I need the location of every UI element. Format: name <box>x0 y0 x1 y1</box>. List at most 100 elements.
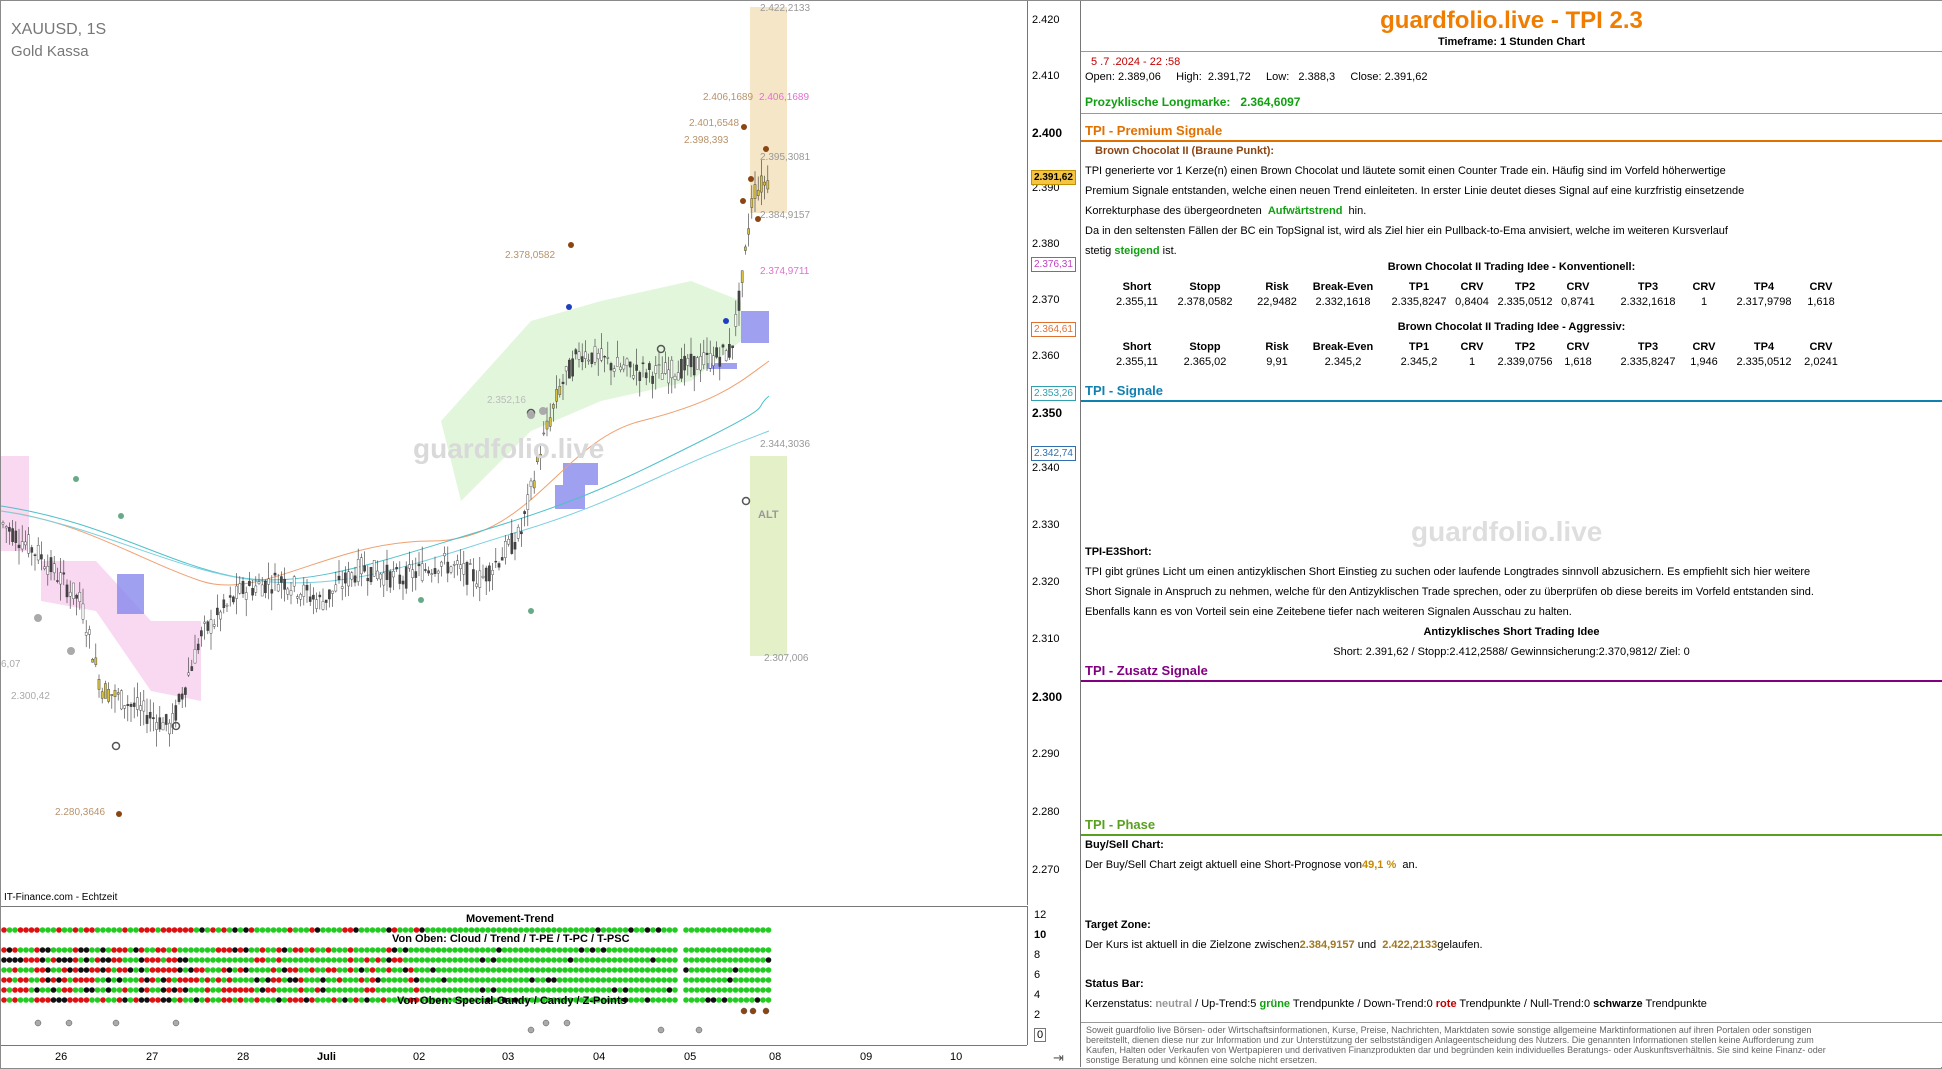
trend-dot <box>694 927 700 933</box>
trend-dot <box>727 947 733 953</box>
trend-dot <box>199 977 205 983</box>
timeframe-label: Timeframe: 1 Stunden Chart <box>1437 36 1586 48</box>
trend-dot <box>507 947 513 953</box>
candle-body <box>427 570 430 574</box>
trend-dot <box>474 957 480 963</box>
trend-dot <box>78 997 84 1003</box>
trend-dot <box>138 987 145 993</box>
trend-dot <box>468 967 475 973</box>
trend-dot <box>45 977 51 983</box>
trend-dot <box>628 977 634 983</box>
trend-dot <box>518 947 524 953</box>
table-cell: 1 <box>1700 296 1708 308</box>
table-header-cell: CRV <box>1809 341 1833 353</box>
trend-dot <box>375 987 381 993</box>
phase-underline <box>1081 834 1942 836</box>
candy-dot <box>172 1019 180 1027</box>
aggressiv-table: Short Stopp Risk Break-Even TP1 CRV TP2 CRV TP3 C… <box>1081 341 1942 371</box>
trend-dot <box>600 967 607 973</box>
trend-dot <box>325 977 332 983</box>
trend-dot <box>760 997 766 1003</box>
trend-dot <box>705 957 711 963</box>
trend-dot <box>633 997 640 1003</box>
x-tick: 02 <box>413 1051 426 1063</box>
trend-dot <box>292 947 299 953</box>
trend-dot <box>518 957 524 963</box>
close-value: Close: 2.391,62 <box>1350 71 1428 83</box>
trend-dot <box>573 967 579 973</box>
price-axis[interactable]: 2.420 2.410 2.400 2.390 2.380 2.370 2.36… <box>1028 1 1078 905</box>
trend-dot <box>424 927 431 933</box>
signal-dot <box>527 411 535 419</box>
trend-dot <box>534 987 541 993</box>
signal-dot <box>755 216 761 222</box>
trend-dot <box>397 967 403 973</box>
x-tick: 05 <box>684 1051 697 1063</box>
trend-dot <box>694 997 700 1003</box>
candle-body <box>411 569 414 579</box>
trend-dot <box>292 967 299 973</box>
indicator-panel[interactable]: Movement-Trend Von Oben: Cloud / Trend /… <box>1 906 1028 1045</box>
candle-body <box>667 369 670 384</box>
candle-body <box>190 666 194 671</box>
trend-dot <box>441 997 447 1003</box>
ema-line <box>1 360 770 586</box>
trend-dot <box>600 977 607 983</box>
trend-dot <box>452 947 458 953</box>
candle-body <box>20 541 24 550</box>
trend-dot <box>287 947 293 953</box>
trend-dot <box>496 957 502 963</box>
trend-dot <box>622 927 629 933</box>
trend-dot <box>479 977 486 983</box>
status-black: schwarze <box>1593 998 1643 1010</box>
trend-dot <box>683 977 689 983</box>
trend-dot <box>441 977 447 983</box>
trend-dot <box>474 947 480 953</box>
trend-dot <box>644 947 651 953</box>
trend-dot <box>34 927 40 933</box>
trend-dot <box>386 927 392 933</box>
price-chart[interactable]: XAUUSD, 1S Gold Kassa guardfolio.live IT… <box>1 1 1028 905</box>
trend-dot <box>391 967 398 973</box>
trend-dot <box>611 927 618 933</box>
trend-dot <box>232 947 238 953</box>
trend-dot <box>221 927 227 933</box>
trend-dot <box>584 957 590 963</box>
trend-dot <box>551 927 557 933</box>
trend-dot <box>556 987 563 993</box>
ind-tick: 4 <box>1034 989 1041 1001</box>
candle-body <box>360 557 363 575</box>
trend-dot <box>353 927 359 933</box>
trend-dot <box>683 987 689 993</box>
trend-dot <box>573 987 579 993</box>
chart-canvas[interactable] <box>1 1 1027 905</box>
candle-body <box>260 584 264 597</box>
scroll-to-end-icon[interactable]: ⇥ <box>1053 1050 1064 1065</box>
trend-dot <box>672 957 678 963</box>
time-axis[interactable]: 26 27 28 Juli 02 03 04 05 08 09 10 <box>1 1045 1027 1068</box>
section-signale-title: TPI - Signale <box>1085 383 1164 398</box>
trend-dot <box>1 977 7 983</box>
target-zone-title: Target Zone: <box>1085 919 1151 931</box>
trend-dot <box>237 957 244 963</box>
trend-dot <box>353 967 359 973</box>
trend-dot <box>589 967 596 973</box>
trend-dot <box>754 987 761 993</box>
trend-dot <box>672 927 678 933</box>
trend-dot <box>193 977 200 983</box>
trend-dot <box>501 947 508 953</box>
candle-body <box>72 582 75 599</box>
trend-dot <box>358 987 365 993</box>
trend-dot <box>1 957 7 963</box>
trend-dot <box>380 927 387 933</box>
trend-dot <box>1 927 7 933</box>
trend-dot <box>551 957 557 963</box>
trend-dot <box>28 967 35 973</box>
price-label: 2.378,0582 <box>505 250 556 261</box>
trend-dot <box>633 947 640 953</box>
trend-dot <box>501 977 508 983</box>
trend-dot <box>435 927 442 933</box>
candle-body <box>712 355 715 366</box>
trend-dot <box>639 957 645 963</box>
trend-dot <box>501 927 508 933</box>
